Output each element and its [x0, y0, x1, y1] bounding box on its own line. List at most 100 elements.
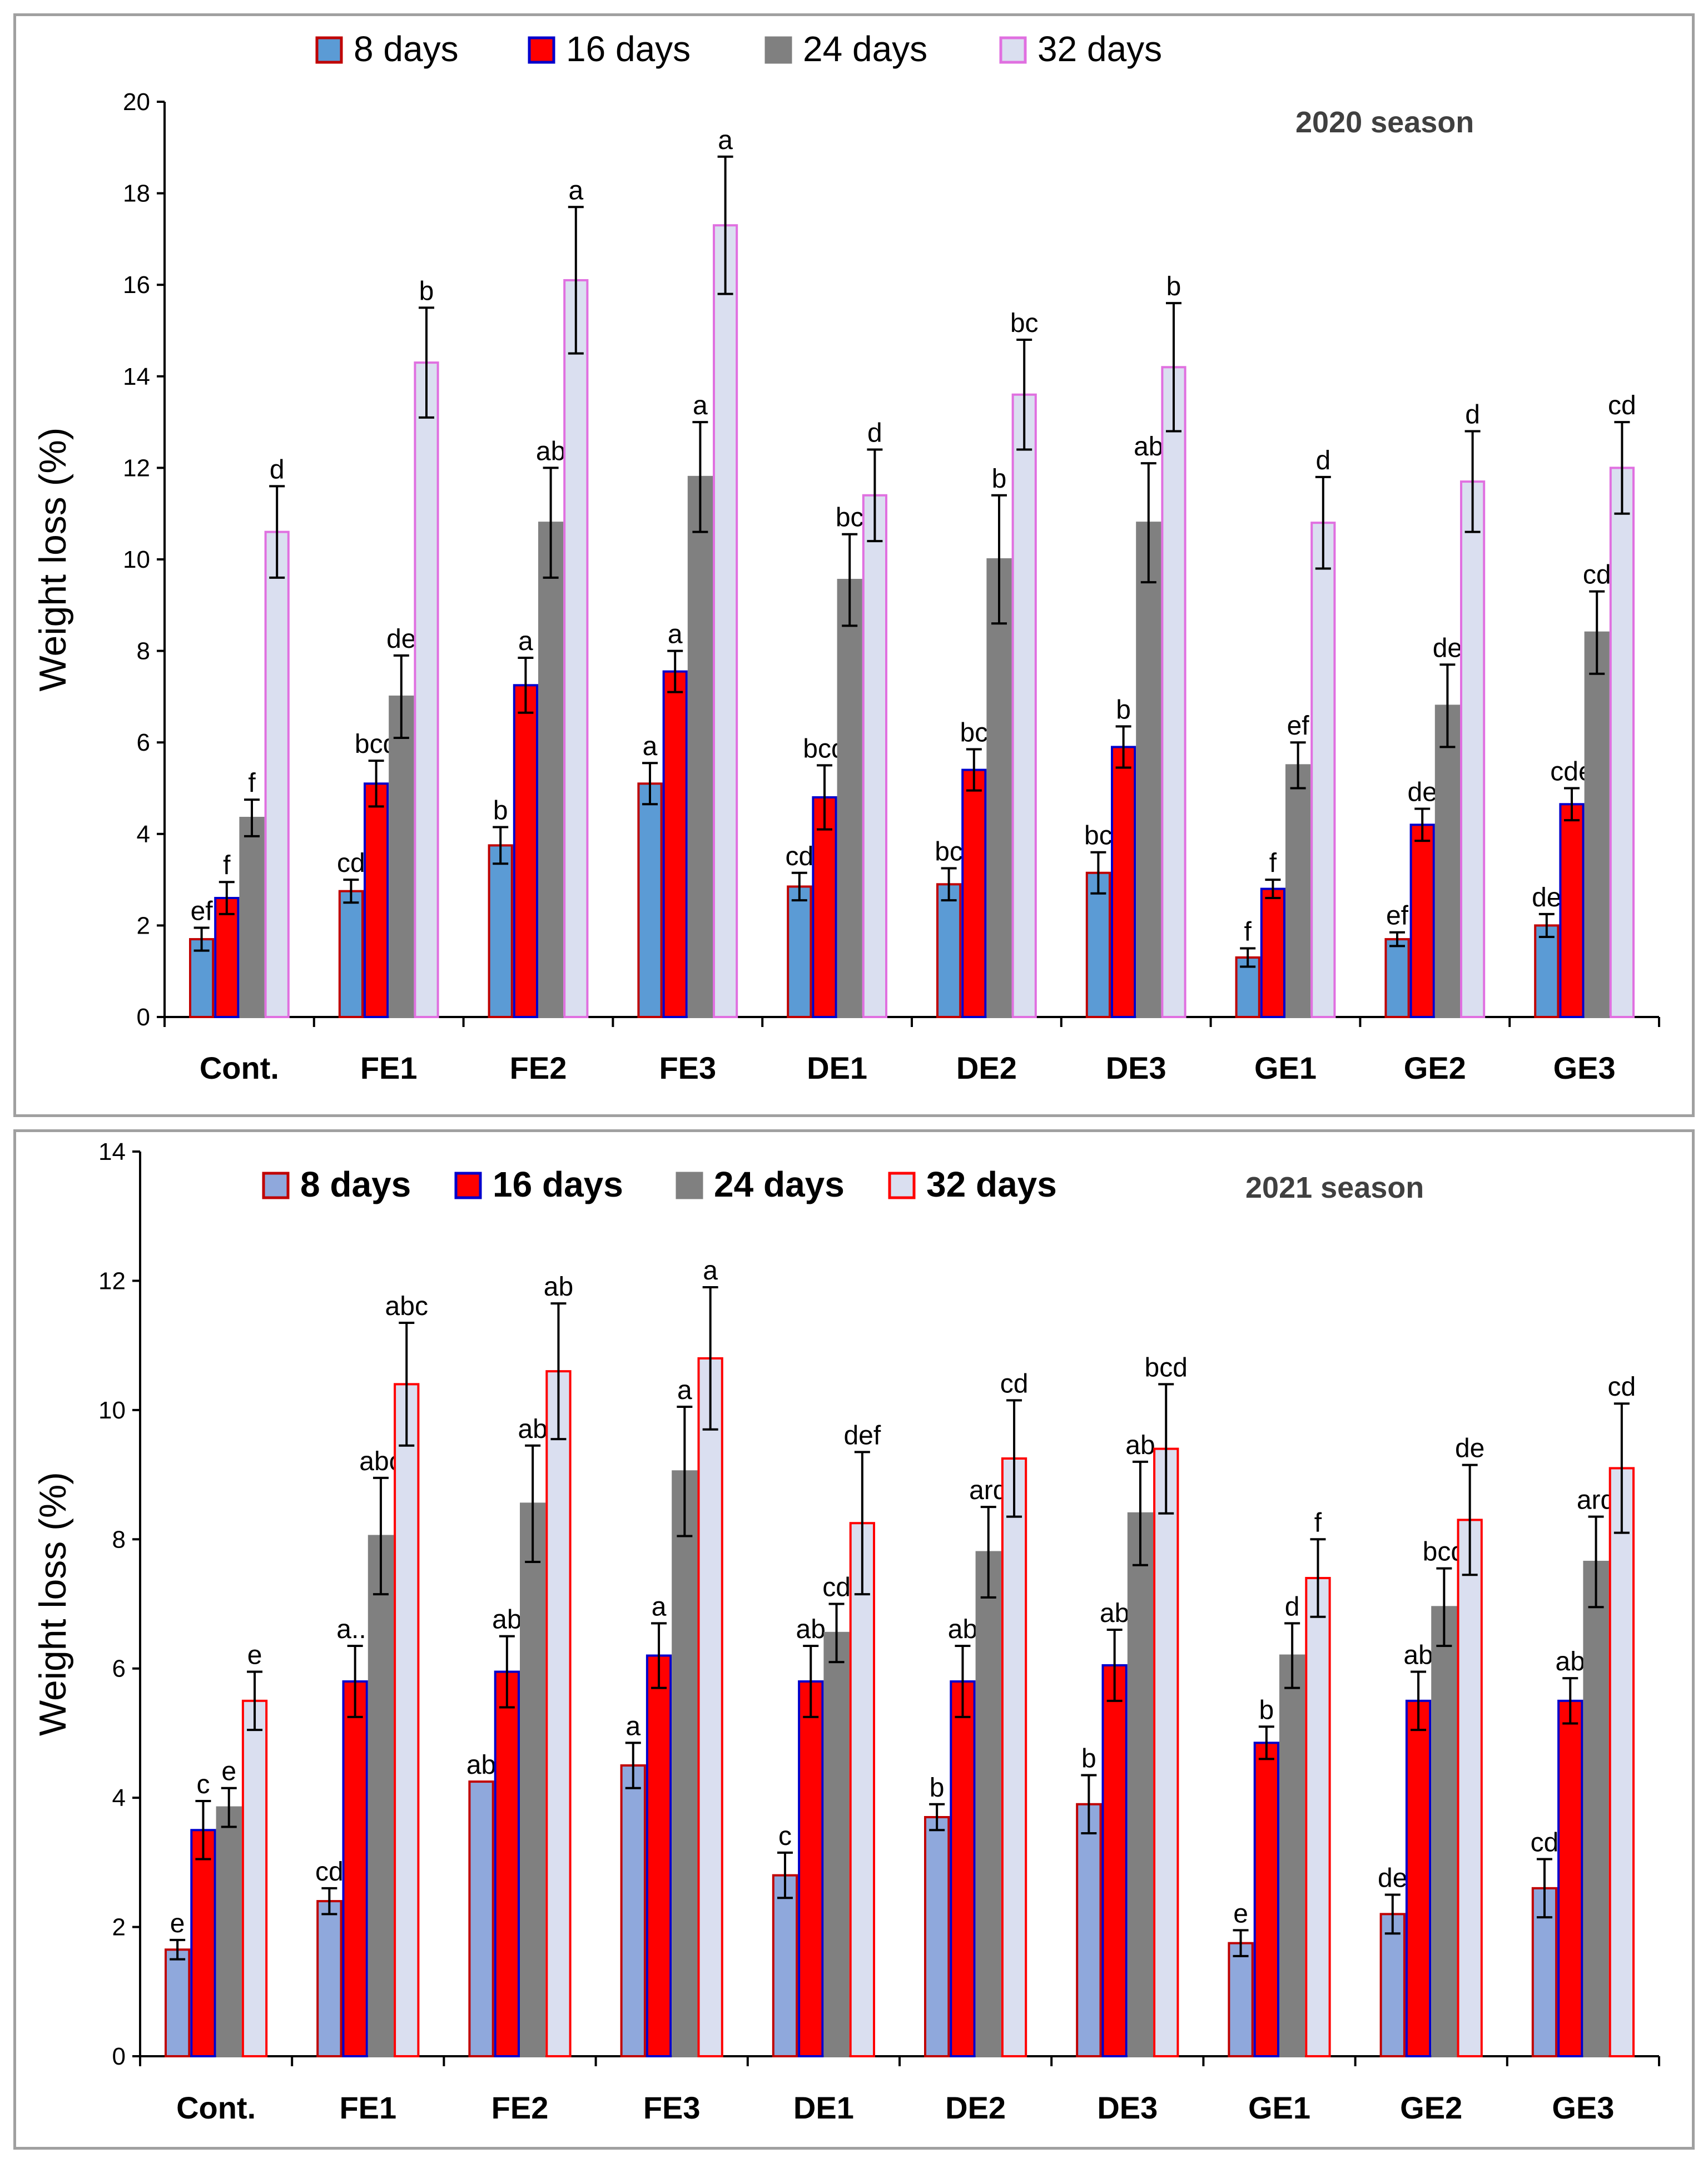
y-tick-label: 2	[137, 912, 150, 939]
bar-16-days-FE2	[513, 684, 538, 1018]
bar-8-days-FE2	[468, 1780, 494, 2058]
significance-letter: ab	[518, 1415, 547, 1444]
significance-letter: ab	[1556, 1647, 1585, 1676]
bar-8-days-FE3	[620, 1764, 646, 2057]
bar-32-days-GE3	[1608, 1467, 1635, 2057]
y-tick-label: 12	[123, 454, 150, 482]
bar-24-days-FE1	[389, 695, 414, 1018]
significance-letter: a	[668, 620, 683, 649]
bar-24-days-DE1	[837, 579, 862, 1019]
bar-16-days-DE2	[950, 1680, 976, 2057]
bar-32-days-DE3	[1153, 1447, 1179, 2057]
x-tick-label: DE1	[807, 1050, 867, 1085]
significance-letter: a	[677, 1376, 692, 1405]
bar-32-days-DE2	[1001, 1457, 1027, 2057]
bar-24-days-GE1	[1279, 1654, 1305, 2057]
bar-16-days-DE1	[812, 796, 837, 1018]
bar-32-days-DE3	[1161, 366, 1186, 1019]
y-tick-label: 4	[112, 1784, 126, 1812]
significance-letter: e	[170, 1909, 185, 1938]
bar-16-days-Cont	[190, 1829, 216, 2057]
x-tick-label: FE1	[339, 2090, 396, 2125]
bar-32-days-FE2	[563, 279, 589, 1019]
x-tick-label: GE3	[1552, 2090, 1614, 2125]
x-tick-label: Cont.	[200, 1050, 279, 1085]
bar-32-days-FE3	[713, 224, 738, 1019]
bar-16-days-GE3	[1557, 1699, 1583, 2058]
bar-32-days-FE3	[697, 1357, 723, 2057]
significance-letter: de	[1455, 1434, 1484, 1464]
significance-letter: de	[1408, 778, 1437, 807]
significance-letter: a	[652, 1592, 667, 1621]
significance-letter: bc	[1084, 821, 1113, 851]
significance-letter: bc	[960, 718, 988, 748]
significance-letter: d	[867, 418, 882, 448]
bar-24-days-Cont	[239, 816, 265, 1018]
bar-16-days-DE3	[1101, 1664, 1128, 2057]
legend-swatch	[262, 1172, 290, 1199]
bar-16-days-FE1	[342, 1680, 368, 2057]
bar-32-days-Cont	[264, 530, 290, 1018]
y-tick-label: 16	[123, 271, 150, 299]
significance-letter: ef	[1386, 901, 1409, 931]
significance-letter: ab	[536, 436, 565, 466]
significance-letter: d	[1315, 446, 1330, 475]
significance-letter: a	[643, 732, 658, 761]
significance-letter: ef	[1287, 711, 1310, 741]
y-tick-label: 14	[123, 363, 150, 390]
significance-letter: bcd	[1145, 1353, 1188, 1382]
y-tick-label: 6	[112, 1655, 126, 1683]
significance-letter: b	[992, 464, 1007, 494]
significance-letter: abc	[385, 1292, 428, 1321]
significance-letter: f	[1244, 917, 1252, 947]
bar-8-days-GE3	[1534, 924, 1560, 1019]
y-tick-label: 10	[98, 1397, 126, 1424]
significance-letter: cd	[1583, 560, 1611, 590]
significance-letter: ard	[969, 1476, 1007, 1505]
significance-letter: cd	[1531, 1828, 1559, 1858]
y-tick-label: 8	[112, 1526, 126, 1553]
bar-16-days-GE1	[1253, 1742, 1279, 2057]
y-tick-label: 2	[112, 1914, 126, 1941]
significance-letter: f	[1269, 849, 1277, 878]
bar-24-days-FE1	[368, 1535, 394, 2058]
significance-letter: d	[1285, 1592, 1300, 1621]
significance-letter: b	[1166, 272, 1181, 301]
significance-letter: de	[1532, 883, 1561, 912]
y-tick-label: 0	[112, 2043, 126, 2070]
y-axis-label: Weight loss (%)	[32, 428, 74, 692]
x-tick-label: DE1	[793, 2090, 854, 2125]
legend-swatch	[888, 1172, 916, 1199]
bar-8-days-DE3	[1085, 871, 1111, 1018]
bar-24-days-GE2	[1431, 1606, 1457, 2058]
significance-letter: bc	[1010, 309, 1039, 338]
significance-letter: ab	[948, 1615, 977, 1644]
x-tick-label: GE3	[1553, 1050, 1616, 1085]
bar-8-days-FE1	[338, 890, 364, 1019]
bar-16-days-FE2	[494, 1670, 520, 2057]
y-tick-label: 20	[123, 88, 150, 116]
significance-letter: a	[625, 1711, 640, 1741]
bar-8-days-DE2	[924, 1816, 950, 2057]
significance-letter: a	[518, 627, 533, 656]
x-tick-label: DE3	[1106, 1050, 1166, 1085]
significance-letter: cd	[315, 1857, 344, 1887]
significance-letter: a	[703, 1256, 718, 1286]
y-tick-label: 0	[137, 1004, 150, 1031]
significance-letter: def	[843, 1421, 881, 1450]
significance-letter: b	[930, 1773, 945, 1803]
bar-8-days-GE1	[1228, 1942, 1254, 2057]
bar-8-days-DE1	[772, 1874, 798, 2058]
legend-label: 24 days	[803, 29, 927, 69]
x-tick-label: GE2	[1404, 1050, 1466, 1085]
y-tick-label: 14	[98, 1138, 126, 1165]
bar-32-days-Cont	[241, 1699, 268, 2058]
bar-16-days-Cont	[214, 897, 240, 1019]
bar-32-days-DE2	[1011, 393, 1037, 1018]
bar-32-days-DE1	[862, 494, 888, 1018]
significance-letter: de	[386, 624, 416, 654]
x-tick-label: GE1	[1254, 1050, 1317, 1085]
significance-letter: ab	[1403, 1641, 1433, 1670]
significance-letter: b	[1259, 1695, 1274, 1725]
significance-letter: cd	[822, 1573, 851, 1603]
